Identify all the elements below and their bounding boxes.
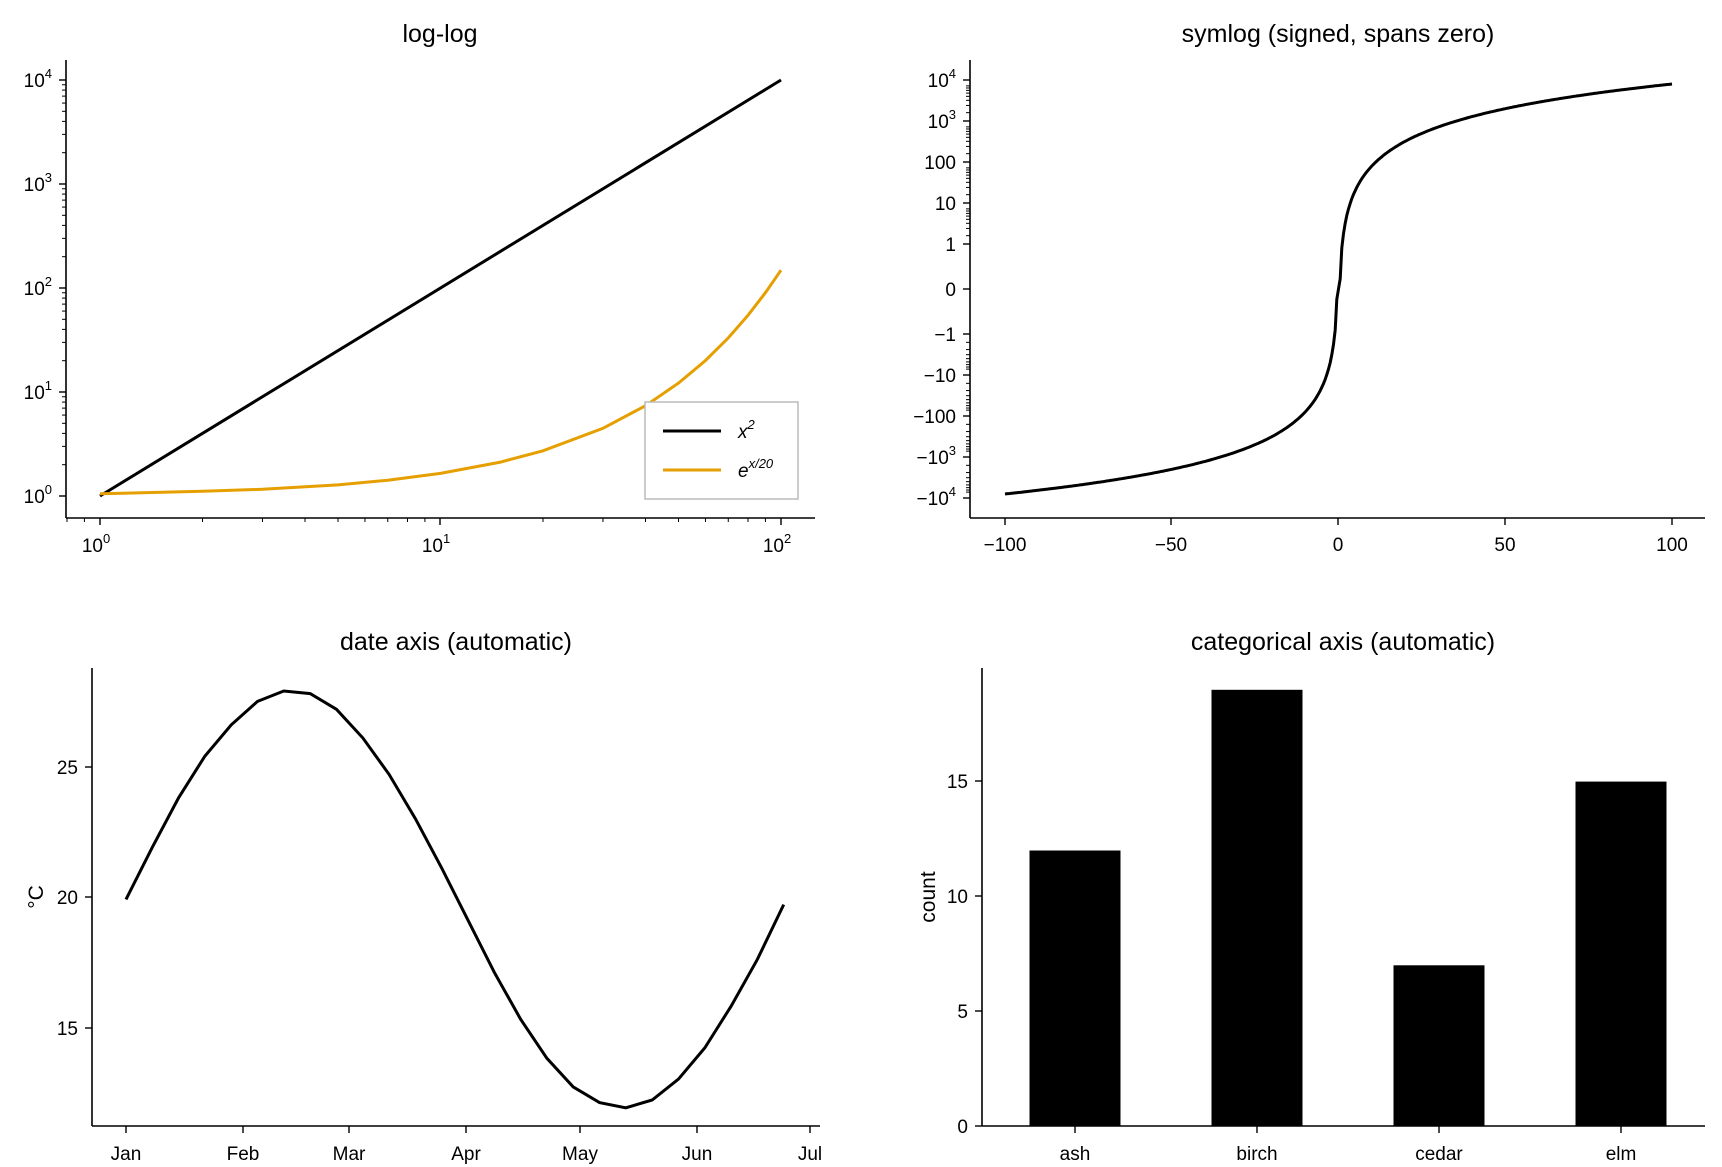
symlog-panel: symlog (signed, spans zero) 104 103 100 … xyxy=(913,20,1705,556)
categorical-xtick-label: ash xyxy=(1060,1144,1091,1165)
date-xtick-label: Jul xyxy=(798,1144,822,1165)
date-xtick-label: May xyxy=(562,1144,598,1165)
loglog-ytick-label: 100 xyxy=(24,482,52,508)
symlog-y-ticks: 104 103 100 10 1 0 −1 −10 −100 −103 −104 xyxy=(913,66,970,510)
categorical-xtick-label: cedar xyxy=(1415,1144,1463,1165)
date-xtick-label: Feb xyxy=(227,1144,260,1165)
loglog-ytick-label: 104 xyxy=(24,66,52,92)
categorical-title: categorical axis (automatic) xyxy=(1191,628,1495,656)
symlog-ytick-label: 103 xyxy=(928,107,956,133)
loglog-series-x-squared-line xyxy=(99,78,782,498)
loglog-ytick-label: 102 xyxy=(24,274,52,300)
categorical-bars xyxy=(1029,689,1667,1126)
loglog-xtick-label: 101 xyxy=(422,531,450,557)
categorical-x-ticks: ash birch cedar elm xyxy=(1060,1126,1637,1165)
categorical-ytick-label: 0 xyxy=(957,1117,968,1138)
categorical-ytick-label: 10 xyxy=(947,887,968,908)
loglog-y-ticks: 100 101 102 103 104 xyxy=(24,66,66,508)
loglog-series-exp-line xyxy=(99,269,783,496)
date-xtick-label: Apr xyxy=(451,1144,481,1165)
date-series-line xyxy=(124,689,786,1110)
loglog-legend-label-exp: ex/20 xyxy=(738,456,774,482)
symlog-ytick-label: 104 xyxy=(928,66,956,92)
date-x-ticks: Jan Feb Mar Apr May Jun Jul xyxy=(111,1126,822,1165)
date-ytick-label: 15 xyxy=(57,1019,78,1040)
symlog-ytick-label: −103 xyxy=(917,443,956,469)
loglog-panel: log-log 100 101 102 103 104 100 101 102 xyxy=(24,20,815,557)
symlog-xtick-label: −100 xyxy=(984,535,1027,556)
loglog-ytick-label: 103 xyxy=(24,170,52,196)
bar-birch xyxy=(1211,689,1303,1126)
loglog-xtick-label: 100 xyxy=(82,531,110,557)
symlog-ytick-label: −1 xyxy=(934,325,956,346)
categorical-y-ticks: 0 5 10 15 xyxy=(947,772,982,1138)
categorical-ytick-label: 5 xyxy=(957,1002,968,1023)
date-xtick-label: Jun xyxy=(682,1144,713,1165)
symlog-xtick-label: 0 xyxy=(1333,535,1344,556)
date-panel: date axis (automatic) °C 15 20 25 Jan Fe… xyxy=(25,628,822,1165)
loglog-legend-label-x-squared: x2 xyxy=(737,417,756,443)
date-ytick-label: 25 xyxy=(57,758,78,779)
date-xtick-label: Mar xyxy=(333,1144,366,1165)
categorical-ytick-label: 15 xyxy=(947,772,968,793)
bar-elm xyxy=(1575,781,1667,1126)
loglog-legend-box xyxy=(644,401,799,500)
symlog-ytick-label: −100 xyxy=(913,407,956,428)
symlog-ytick-label: 100 xyxy=(924,153,956,174)
symlog-ytick-label: 0 xyxy=(945,280,956,301)
bar-ash xyxy=(1029,850,1121,1126)
symlog-xtick-label: 50 xyxy=(1494,535,1515,556)
categorical-xtick-label: birch xyxy=(1236,1144,1277,1165)
date-title: date axis (automatic) xyxy=(340,628,572,656)
categorical-panel: categorical axis (automatic) count 0 5 1… xyxy=(917,628,1705,1165)
symlog-title: symlog (signed, spans zero) xyxy=(1182,20,1495,48)
symlog-ytick-label: 10 xyxy=(935,194,956,215)
symlog-ytick-label: −104 xyxy=(917,484,956,510)
categorical-y-axis-label: count xyxy=(917,871,940,923)
loglog-xtick-label: 102 xyxy=(763,531,791,557)
symlog-xtick-label: −50 xyxy=(1155,535,1187,556)
symlog-ytick-label: −10 xyxy=(924,366,956,387)
loglog-x-ticks: 100 101 102 xyxy=(82,518,791,557)
symlog-series-line xyxy=(1004,82,1673,496)
symlog-y-minor-ticks xyxy=(966,85,970,493)
loglog-ytick-label: 101 xyxy=(24,378,52,404)
date-xtick-label: Jan xyxy=(111,1144,142,1165)
loglog-x-minor-ticks xyxy=(66,518,766,522)
symlog-x-ticks: −100 −50 0 50 100 xyxy=(984,518,1688,556)
date-y-axis-label: °C xyxy=(25,885,48,909)
symlog-ytick-label: 1 xyxy=(945,235,956,256)
loglog-title: log-log xyxy=(402,20,477,48)
date-y-ticks: 15 20 25 xyxy=(57,758,92,1040)
loglog-legend: x2 ex/20 xyxy=(644,401,799,500)
date-ytick-label: 20 xyxy=(57,888,78,909)
categorical-xtick-label: elm xyxy=(1606,1144,1637,1165)
loglog-y-minor-ticks xyxy=(62,84,66,466)
bar-cedar xyxy=(1393,965,1485,1126)
symlog-xtick-label: 100 xyxy=(1656,535,1688,556)
